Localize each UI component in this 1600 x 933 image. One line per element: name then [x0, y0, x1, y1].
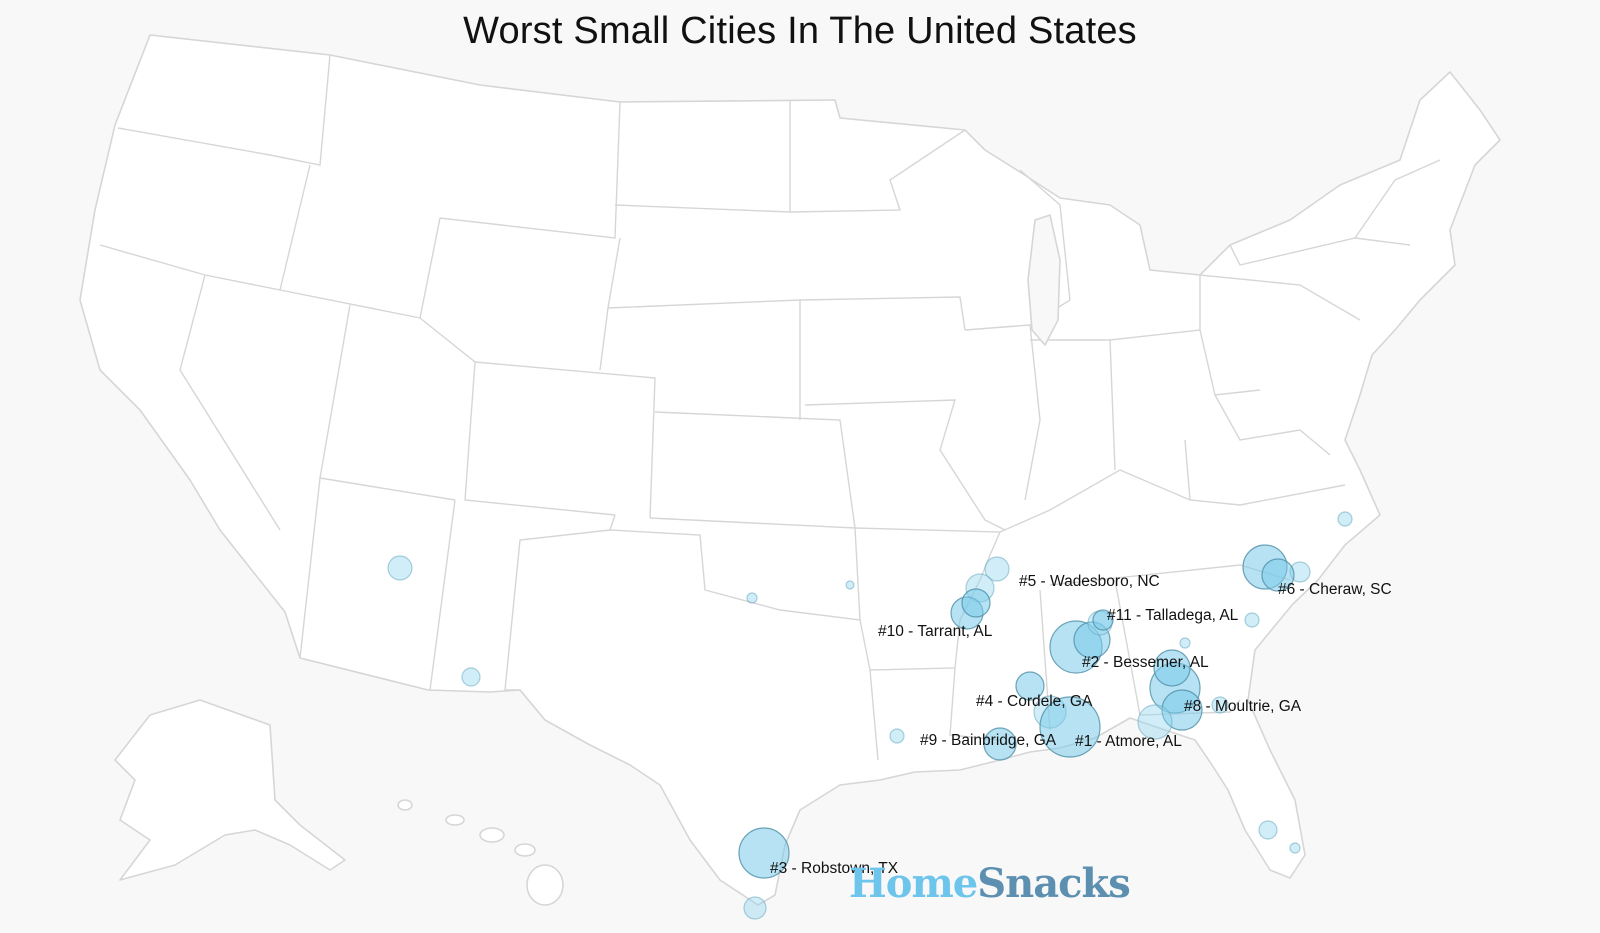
- label-rank-9: #9 - Bainbridge, GA: [920, 732, 1057, 749]
- label-rank-4: #4 - Cordele, GA: [976, 693, 1093, 710]
- label-rank-6: #6 - Cheraw, SC: [1278, 581, 1392, 598]
- alaska-outline: [114, 699, 346, 881]
- state-borders: [99, 54, 1441, 761]
- label-rank-3: #3 - Robstown, TX: [770, 860, 899, 877]
- lake-michigan: [1027, 214, 1061, 346]
- label-rank-1: #1 - Atmore, AL: [1075, 733, 1182, 750]
- bubble-rank-10: [961, 588, 991, 618]
- map-title: Worst Small Cities In The United States: [463, 10, 1137, 52]
- label-rank-11: #11 - Talladega, AL: [1107, 607, 1239, 624]
- city-labels: #1 - Atmore, AL #2 - Bessemer, AL #3 - R…: [770, 573, 1392, 877]
- hawaii-islands: [397, 799, 564, 906]
- label-rank-5: #5 - Wadesboro, NC: [1019, 573, 1160, 590]
- bubble-rank-1: [1039, 696, 1101, 758]
- label-rank-10: #10 - Tarrant, AL: [878, 623, 993, 640]
- logo-snacks: Snacks: [977, 860, 1130, 907]
- bubble-rank-4: [1015, 671, 1045, 701]
- ranked-bubbles: [738, 544, 1295, 879]
- logo-home: Home: [849, 860, 978, 907]
- bubble-rank-11: [1092, 609, 1114, 631]
- bubble-rank-9: [983, 727, 1017, 761]
- homesnacks-logo: HomeSnacks: [849, 860, 1131, 907]
- label-rank-8: #8 - Moultrie, GA: [1184, 698, 1302, 715]
- bubble-rank-3: [738, 827, 790, 879]
- label-rank-2: #2 - Bessemer, AL: [1082, 654, 1209, 671]
